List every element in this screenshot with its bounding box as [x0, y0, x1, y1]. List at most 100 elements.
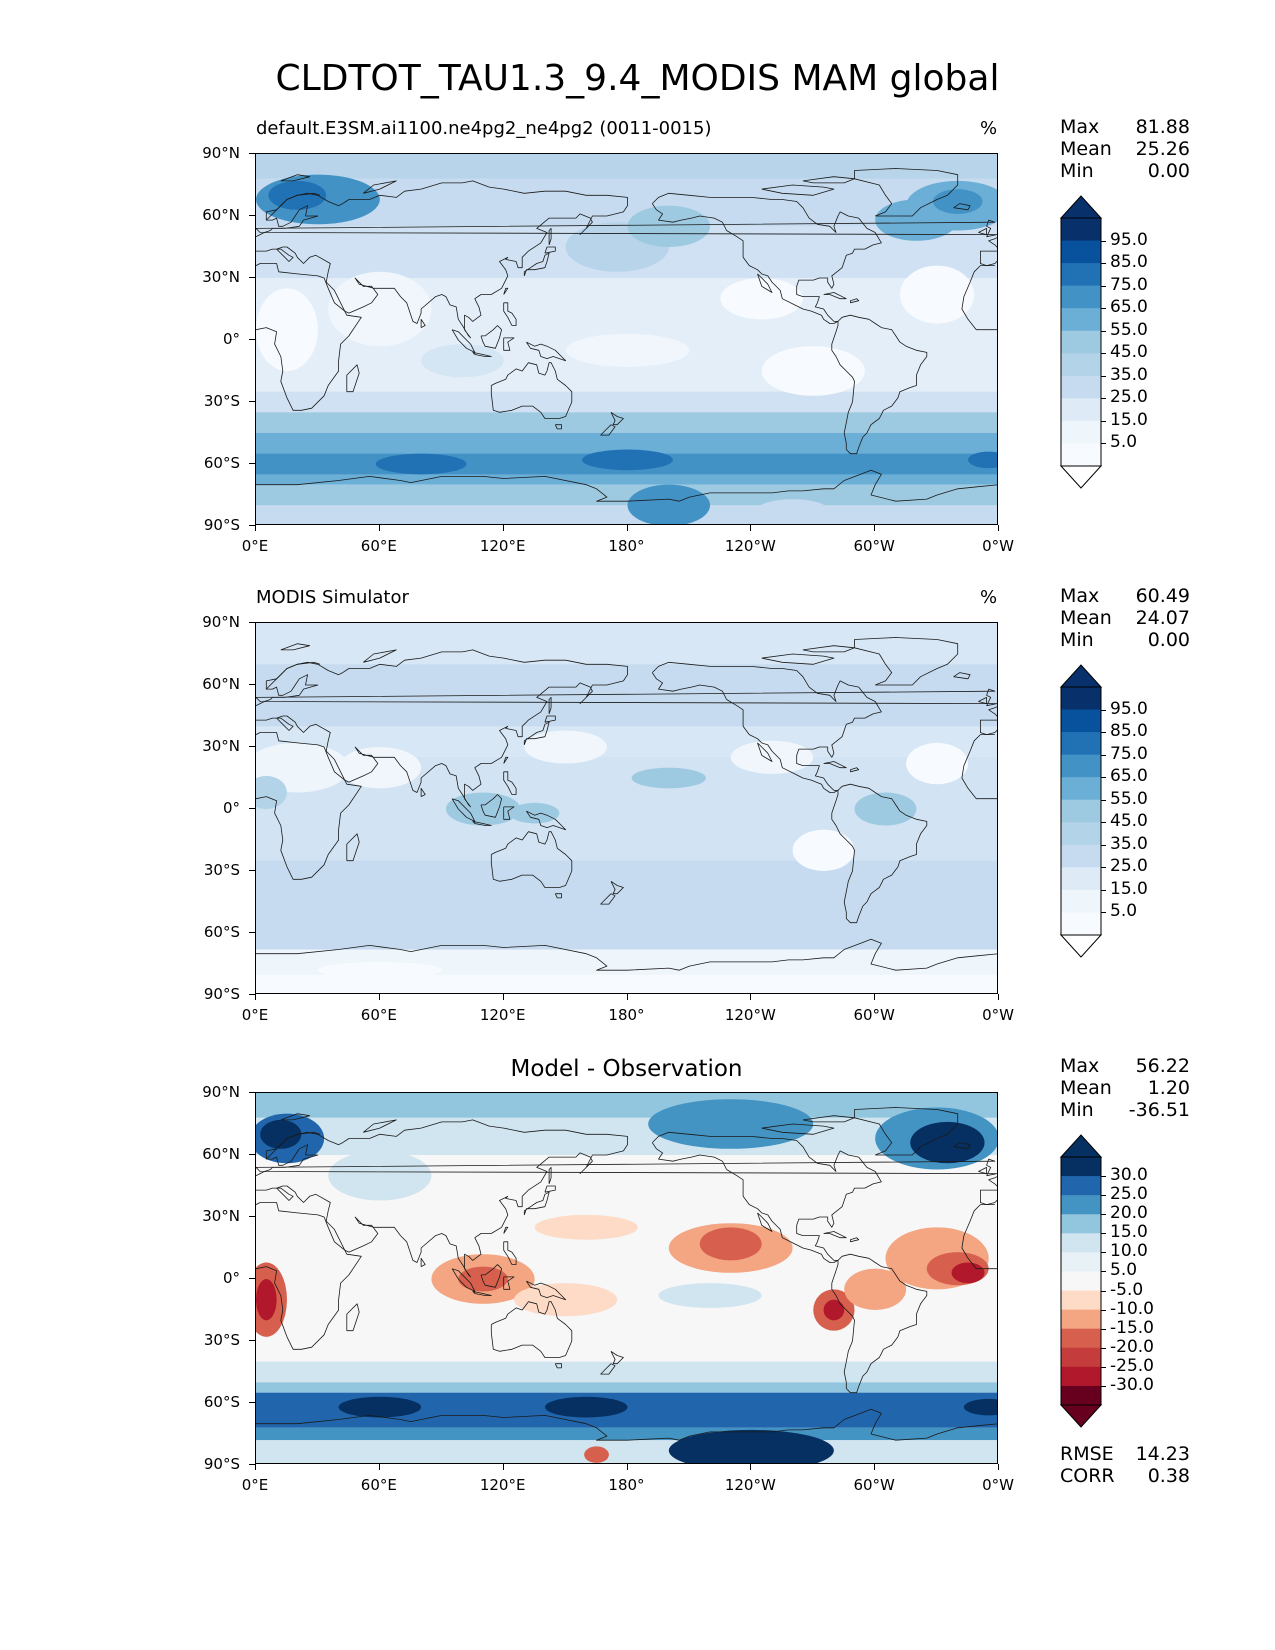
rmse-label: RMSE	[1060, 1443, 1114, 1465]
colorbar-tick	[1101, 1309, 1106, 1311]
coastline	[823, 1231, 847, 1239]
lat-tick-mark	[249, 1216, 255, 1217]
lon-tick-mark	[255, 994, 256, 1000]
lat-tick-mark	[249, 684, 255, 685]
colorbar-tick	[1101, 240, 1106, 242]
lat-tick-label: 90°N	[202, 144, 240, 162]
field-region	[631, 767, 706, 789]
colorbar-tick	[1101, 799, 1106, 801]
lat-tick-label: 30°S	[203, 392, 240, 410]
coastline	[451, 798, 476, 822]
coastline	[256, 732, 362, 880]
lat-tick-label: 90°N	[202, 1083, 240, 1101]
coastline	[757, 1212, 773, 1232]
lon-tick-label: 0°W	[982, 1476, 1014, 1494]
lon-tick-label: 60°E	[360, 1006, 397, 1024]
coastline	[266, 1131, 321, 1160]
colorbar-swatch	[1061, 889, 1101, 913]
coastline	[256, 219, 997, 238]
coastline	[490, 1301, 573, 1358]
field-band	[256, 1382, 997, 1393]
colorbar-label: 85.0	[1110, 252, 1148, 273]
colorbar-label: 45.0	[1110, 811, 1148, 832]
coastline	[451, 329, 476, 353]
colorbar-swatch	[1061, 443, 1101, 467]
lon-tick-label: 180°	[608, 537, 645, 555]
lon-tick-label: 60°E	[360, 1476, 397, 1494]
map-observation	[255, 622, 998, 994]
colorbar-label: 25.0	[1110, 856, 1148, 877]
field-region	[761, 346, 865, 396]
lon-tick-label: 180°	[608, 1006, 645, 1024]
coastline	[651, 192, 882, 324]
colorbar-label: 5.0	[1110, 432, 1138, 453]
coastline	[548, 228, 552, 246]
field-region	[875, 199, 958, 241]
lat-tick-mark	[249, 746, 255, 747]
field-region	[755, 499, 830, 524]
coastlines	[256, 168, 997, 502]
coastline	[831, 1253, 928, 1394]
field-region	[668, 1429, 834, 1463]
coastline	[256, 263, 362, 411]
colorbar	[1059, 195, 1103, 489]
colorbar-tick	[1101, 777, 1106, 779]
coastline	[526, 810, 566, 831]
coastline	[823, 761, 847, 769]
colorbar-swatch	[1061, 1271, 1101, 1292]
colorbar-swatch	[1061, 912, 1101, 936]
coastline	[480, 325, 502, 349]
coastline	[503, 1241, 517, 1265]
colorbar-swatch	[1061, 777, 1101, 801]
field-band	[256, 1440, 997, 1463]
colorbar-tick	[1101, 443, 1106, 445]
lon-tick-mark	[998, 525, 999, 531]
colorbar-tick	[1101, 398, 1106, 400]
lon-tick-mark	[626, 994, 628, 1000]
colorbar-swatch	[1061, 398, 1101, 422]
field-region	[910, 1121, 985, 1164]
lat-tick-label: 0°	[222, 799, 240, 817]
coastline	[346, 364, 360, 393]
lon-tick-label: 60°W	[853, 1476, 895, 1494]
coastline	[472, 352, 492, 357]
colorbar-swatch	[1061, 375, 1101, 399]
lat-tick-mark	[249, 339, 255, 340]
field-region	[720, 278, 803, 320]
coastline	[256, 469, 997, 502]
coastline	[988, 237, 997, 248]
field-region	[534, 1214, 638, 1240]
lat-tick-mark	[249, 622, 255, 623]
colorbar-tick	[1101, 709, 1106, 711]
colorbar-label: 55.0	[1110, 788, 1148, 809]
colorbar-swatch	[1061, 1176, 1101, 1196]
colorbar-tick	[1101, 1328, 1106, 1330]
figure-title: CLDTOT_TAU1.3_9.4_MODIS MAM global	[275, 58, 1000, 99]
field-region	[256, 1279, 277, 1321]
colorbar-swatch	[1061, 1157, 1101, 1177]
panel-title: MODIS Simulator	[256, 587, 409, 608]
colorbar-label: 65.0	[1110, 297, 1148, 318]
coastline	[988, 706, 997, 717]
coastline	[651, 1131, 882, 1263]
lon-tick-mark	[998, 1464, 999, 1470]
field-region	[338, 747, 422, 789]
mean-label: Mean	[1060, 1077, 1112, 1099]
coastline	[831, 783, 928, 924]
lon-tick-label: 120°E	[479, 1006, 526, 1024]
coastline	[472, 821, 492, 826]
lon-tick-mark	[255, 525, 256, 531]
lon-tick-mark	[874, 994, 876, 1000]
lon-tick-mark	[378, 994, 380, 1000]
coastline	[526, 341, 566, 362]
lon-tick-mark	[874, 525, 876, 531]
coastline	[544, 715, 556, 723]
colorbar-tick	[1101, 420, 1106, 422]
lat-tick-label: 60°S	[203, 1393, 240, 1411]
colorbar-label: 85.0	[1110, 721, 1148, 742]
colorbar-label: 5.0	[1110, 1260, 1138, 1281]
colorbar-swatch	[1061, 844, 1101, 868]
coastline	[280, 1113, 311, 1121]
colorbar-swatch	[1061, 799, 1101, 823]
colorbar-swatch	[1061, 687, 1101, 711]
